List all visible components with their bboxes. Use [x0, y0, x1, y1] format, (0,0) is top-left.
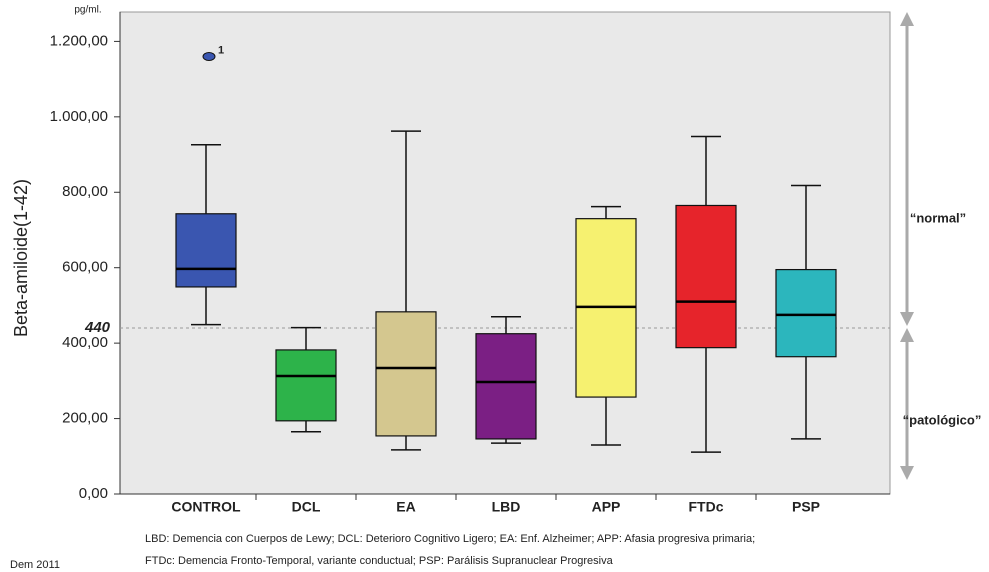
- x-tick-label: EA: [396, 499, 415, 515]
- x-tick-label: PSP: [792, 499, 820, 515]
- y-tick-label: 400,00: [62, 334, 108, 351]
- box: [275, 349, 337, 422]
- x-tick-label: LBD: [492, 499, 521, 515]
- y-axis-title: Beta-amiloide(1-42): [11, 179, 31, 337]
- y-tick-label: 0,00: [79, 485, 108, 502]
- y-tick-label: 1.200,00: [50, 32, 108, 49]
- unit-label: pg/ml.: [74, 5, 101, 16]
- x-tick-label: CONTROL: [171, 499, 241, 515]
- y-tick-label: 200,00: [62, 410, 108, 427]
- footnote: FTDc: Demencia Fronto-Temporal, variante…: [145, 555, 614, 567]
- reference-label: 440: [84, 319, 111, 336]
- box: [475, 333, 537, 440]
- outlier: [202, 51, 216, 61]
- y-tick-label: 800,00: [62, 183, 108, 200]
- footnote: LBD: Demencia con Cuerpos de Lewy; DCL: …: [145, 533, 755, 545]
- box: [675, 204, 737, 349]
- box: [775, 268, 837, 358]
- x-tick-label: FTDc: [689, 499, 724, 515]
- outlier-label: 1: [218, 44, 224, 56]
- x-tick-label: DCL: [292, 499, 321, 515]
- box: [175, 213, 237, 288]
- annotation: “normal”: [910, 210, 966, 225]
- x-tick-label: APP: [592, 499, 621, 515]
- range-arrows: [900, 12, 914, 480]
- annotation: “patológico”: [903, 412, 982, 427]
- y-tick-label: 600,00: [62, 259, 108, 276]
- y-tick-label: 1.000,00: [50, 108, 108, 125]
- box: [375, 311, 437, 437]
- source: Dem 2011: [10, 559, 60, 571]
